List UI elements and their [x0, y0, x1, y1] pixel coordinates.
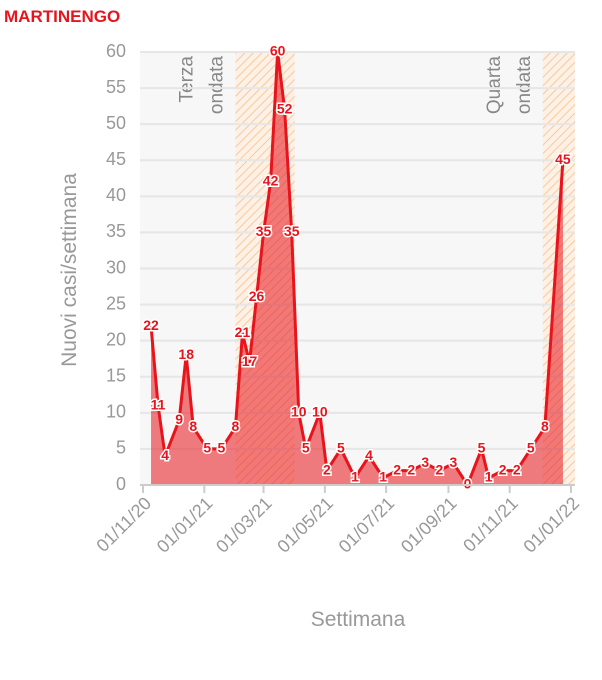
value-label: 26	[249, 288, 265, 304]
value-label: 5	[203, 440, 211, 456]
y-tick-label: 35	[106, 221, 126, 241]
value-label: 2	[435, 461, 443, 477]
x-tick-label: 01/01/22	[519, 493, 583, 557]
value-label: 2	[407, 461, 415, 477]
y-tick-label: 60	[106, 41, 126, 61]
value-label: 5	[337, 440, 345, 456]
x-tick-label: 01/01/21	[153, 493, 217, 557]
x-tick-label: 01/07/21	[335, 493, 399, 557]
value-label: 3	[421, 454, 429, 470]
y-tick-label: 40	[106, 185, 126, 205]
value-label: 1	[351, 468, 359, 484]
value-label: 21	[235, 324, 251, 340]
x-tick-label: 01/03/21	[212, 493, 276, 557]
value-label: 4	[365, 447, 373, 463]
wave-label: Terza	[176, 56, 197, 103]
value-label: 2	[323, 461, 331, 477]
y-tick-label: 10	[106, 402, 126, 422]
value-label: 5	[217, 440, 225, 456]
chart-title: MARTINENGO	[4, 7, 120, 26]
wave-label: ondata	[514, 56, 535, 115]
value-label: 8	[189, 418, 197, 434]
value-label: 10	[291, 404, 307, 420]
value-label: 3	[450, 454, 458, 470]
value-label: 4	[161, 447, 169, 463]
value-label: 2	[513, 461, 521, 477]
value-label: 45	[555, 151, 571, 167]
x-tick-label: 01/09/21	[397, 493, 461, 557]
wave-label: ondata	[206, 56, 227, 115]
value-label: 2	[393, 461, 401, 477]
value-label: 11	[151, 396, 166, 412]
y-tick-label: 20	[106, 329, 126, 349]
value-label: 17	[242, 353, 258, 369]
value-label: 35	[284, 223, 300, 239]
value-label: 18	[178, 346, 194, 362]
value-label: 42	[263, 173, 279, 189]
value-label: 52	[277, 100, 293, 116]
value-label: 8	[541, 418, 549, 434]
y-tick-label: 45	[106, 149, 126, 169]
wave-label: Quarta	[484, 56, 505, 115]
value-label: 2	[499, 461, 507, 477]
value-label: 10	[312, 404, 328, 420]
area	[151, 52, 563, 485]
value-label: 1	[485, 468, 493, 484]
value-label: 0	[464, 476, 472, 492]
y-tick-label: 30	[106, 257, 126, 277]
value-label: 35	[256, 223, 272, 239]
value-label: 5	[478, 440, 486, 456]
y-tick-label: 50	[106, 113, 126, 133]
x-tick-label: 01/11/21	[459, 493, 522, 556]
y-tick-label: 25	[106, 293, 126, 313]
x-tick-label: 01/11/20	[92, 493, 155, 556]
y-tick-label: 55	[106, 77, 126, 97]
value-label: 8	[232, 418, 240, 434]
value-label: 5	[527, 440, 535, 456]
x-tick-label: 01/05/21	[273, 493, 337, 557]
line	[149, 50, 565, 487]
value-label: 1	[379, 468, 387, 484]
y-tick-label: 15	[106, 366, 126, 386]
x-axis-title: Settimana	[311, 608, 406, 631]
value-label: 22	[143, 317, 159, 333]
value-label: 60	[270, 43, 286, 59]
y-tick-label: 5	[116, 438, 126, 458]
y-tick-label: 0	[116, 474, 126, 494]
y-axis-title: Nuovi casi/settimana	[58, 173, 81, 367]
value-label: 5	[302, 440, 310, 456]
value-label: 9	[175, 411, 183, 427]
